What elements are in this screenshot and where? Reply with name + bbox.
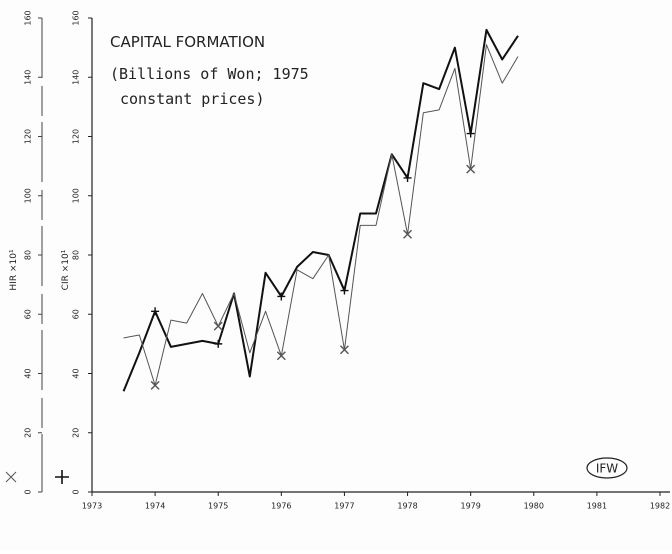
x-tick-label: 1978 <box>397 502 417 511</box>
series-marker <box>277 292 286 301</box>
chart-subtitle: constant prices) <box>120 90 265 108</box>
chart-subtitle: (Billions of Won; 1975 <box>110 65 309 83</box>
y2-tick-label: 140 <box>24 70 33 85</box>
series-marker <box>466 129 475 138</box>
series-marker <box>150 380 160 390</box>
x-tick-label: 1980 <box>524 502 544 511</box>
series-marker <box>403 229 413 239</box>
y2-tick-label: 40 <box>24 368 33 378</box>
series-marker <box>214 339 223 348</box>
chart-title: CAPITAL FORMATION <box>110 33 265 51</box>
y-tick-label: 60 <box>72 309 81 319</box>
y-tick-label: 80 <box>72 250 81 260</box>
series-marker <box>151 307 160 316</box>
x-tick-label: 1981 <box>587 502 607 511</box>
x-tick-label: 1973 <box>82 502 102 511</box>
series-line <box>123 44 519 386</box>
y2-tick-label: 160 <box>24 10 33 25</box>
x-tick-label: 1976 <box>271 502 291 511</box>
y2-tick-label: 60 <box>24 309 33 319</box>
series-marker <box>339 345 349 355</box>
y-tick-label: 40 <box>72 368 81 378</box>
y2-axis-label: HIR ×10¹ <box>9 249 19 291</box>
y-tick-label: 100 <box>72 188 81 203</box>
series-line <box>122 28 519 392</box>
legend-marker-x <box>5 471 17 483</box>
y-tick-label: 20 <box>72 428 81 438</box>
y2-tick-label: 120 <box>24 129 33 144</box>
annotation: IFW <box>596 462 618 476</box>
y2-tick-label: 20 <box>24 428 33 438</box>
x-tick-label: 1979 <box>460 502 480 511</box>
series-marker <box>403 173 412 182</box>
y-tick-label: 160 <box>72 10 81 25</box>
x-tick-label: 1974 <box>145 502 165 511</box>
y-tick-label: 0 <box>72 489 81 494</box>
y2-tick-label: 0 <box>24 489 33 494</box>
x-tick-label: 1977 <box>334 502 354 511</box>
x-tick-label: 1975 <box>208 502 228 511</box>
y2-tick-label: 100 <box>24 188 33 203</box>
y2-tick-label: 80 <box>24 250 33 260</box>
x-tick-label: 1982 <box>650 502 670 511</box>
y-tick-label: 120 <box>72 129 81 144</box>
legend-symbols <box>5 470 69 484</box>
y-tick-label: 140 <box>72 70 81 85</box>
series-marker <box>340 286 349 295</box>
y-axis-label: CIR ×10¹ <box>61 249 71 290</box>
legend-marker-plus <box>55 470 69 484</box>
annotation-frame <box>586 457 628 479</box>
series-marker <box>466 164 476 174</box>
series-marker <box>213 321 223 331</box>
series-marker <box>276 351 286 361</box>
